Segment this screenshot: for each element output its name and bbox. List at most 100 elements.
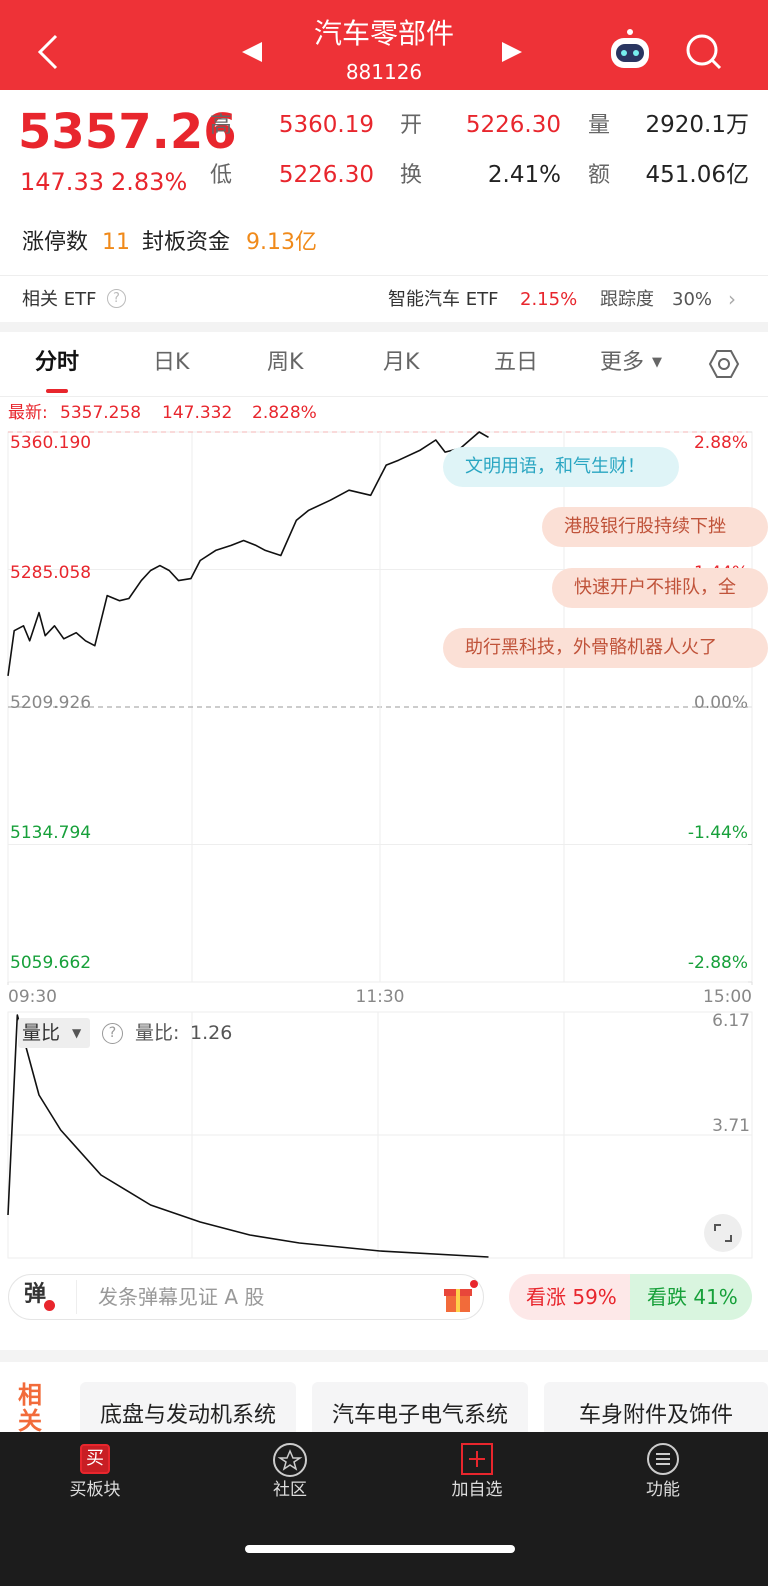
danmaku-button[interactable]: 弹 xyxy=(24,1282,47,1307)
tab-indicator xyxy=(46,389,68,393)
next-icon[interactable] xyxy=(502,42,522,62)
x-tick-label: 11:30 xyxy=(356,987,405,1007)
y2-tick-label: -1.44% xyxy=(688,823,748,843)
y-tick-label: 5360.190 xyxy=(10,433,91,453)
fund-label: 封板资金 xyxy=(142,230,231,255)
y-tick-label: 3.71 xyxy=(712,1116,750,1136)
danmaku: 港股银行股持续下挫 xyxy=(542,507,768,547)
help-icon[interactable]: ? xyxy=(107,289,126,308)
tab[interactable]: 日K xyxy=(153,350,190,375)
y-tick-label: 6.17 xyxy=(712,1011,750,1031)
vote-down[interactable]: 看跌 41% xyxy=(647,1285,738,1309)
header: 汽车零部件 881126 xyxy=(0,0,768,90)
stat-value: 5226.30 xyxy=(278,162,374,188)
related-item[interactable]: 汽车电子电气系统 xyxy=(312,1382,528,1432)
tab[interactable]: 分时 xyxy=(35,350,80,375)
expand-icon[interactable] xyxy=(703,1213,743,1253)
y2-tick-label: 0.00% xyxy=(694,693,748,713)
track-label: 跟踪度 xyxy=(600,289,654,310)
chevron[interactable]: › xyxy=(728,287,736,311)
stat-label: 量 xyxy=(588,113,611,138)
stat-value: 2920.1万 xyxy=(645,112,749,138)
divider xyxy=(0,396,768,397)
danmaku: 助行黑科技，外骨骼机器人火了 xyxy=(443,628,768,668)
y2-tick-label: 2.88% xyxy=(694,433,748,453)
dropdown-arrow: ▼ xyxy=(72,1026,82,1040)
header-icons xyxy=(37,29,722,70)
etf-label: 相关 ETF xyxy=(22,289,97,310)
gift-icon[interactable] xyxy=(442,1280,478,1316)
etf-pct: 2.15% xyxy=(520,289,578,310)
limit-label: 涨停数 xyxy=(22,230,89,255)
change: 147.33 xyxy=(20,168,104,196)
price: 5357.26 xyxy=(18,104,237,160)
add-icon[interactable] xyxy=(460,1442,494,1476)
robot-icon[interactable] xyxy=(611,29,649,68)
nav-label[interactable]: 买板块 xyxy=(69,1480,121,1500)
home-indicator xyxy=(245,1545,515,1553)
y-tick-label: 5285.058 xyxy=(10,563,91,583)
band xyxy=(0,322,768,332)
change-pct: 2.83% xyxy=(111,168,188,196)
danmaku-input[interactable] xyxy=(8,1274,484,1320)
latest-label: 最新: xyxy=(8,403,48,423)
related-item[interactable]: 底盘与发动机系统 xyxy=(80,1382,296,1432)
latest-change: 147.332 xyxy=(162,403,233,423)
code: 881126 xyxy=(345,60,423,84)
ratio-selector-box[interactable] xyxy=(18,1018,90,1048)
menu-icon[interactable] xyxy=(646,1442,680,1476)
x-tick-label: 09:30 xyxy=(8,987,57,1007)
tab[interactable]: 周K xyxy=(267,350,304,375)
title: 汽车零部件 xyxy=(313,17,454,50)
input-placeholder[interactable]: 发条弹幕见证 A 股 xyxy=(98,1285,265,1309)
etf-name[interactable]: 智能汽车 ETF xyxy=(388,289,499,310)
latest-price: 5357.258 xyxy=(60,403,142,423)
price-line xyxy=(7,431,489,677)
vote-up[interactable]: 看涨 59% xyxy=(526,1285,617,1309)
stat-value: 451.06亿 xyxy=(645,162,749,188)
badge xyxy=(44,1300,55,1311)
community-icon[interactable] xyxy=(272,1442,308,1478)
stat-value: 5360.19 xyxy=(278,112,374,138)
stat-label: 高 xyxy=(210,113,233,138)
tab[interactable]: 月K xyxy=(383,350,420,375)
y-tick-label: 5134.794 xyxy=(10,823,91,843)
nav-label[interactable]: 功能 xyxy=(646,1480,680,1500)
ratio-value: 1.26 xyxy=(190,1022,233,1044)
y2-tick-label: -2.88% xyxy=(688,953,748,973)
prev-icon[interactable] xyxy=(242,42,262,62)
stat-label: 低 xyxy=(210,163,233,188)
band xyxy=(0,1350,768,1362)
stat-label: 额 xyxy=(588,163,611,188)
vote-down-box[interactable] xyxy=(630,1274,752,1320)
stat-label: 换 xyxy=(400,163,423,188)
nav-label[interactable]: 加自选 xyxy=(451,1480,503,1500)
y-tick-label: 5059.662 xyxy=(10,953,91,973)
search-icon[interactable] xyxy=(686,34,722,70)
divider xyxy=(76,1280,77,1314)
tab[interactable]: 更多 xyxy=(600,350,645,375)
nav-label[interactable]: 社区 xyxy=(273,1480,307,1500)
related-label: 相关 xyxy=(18,1381,42,1435)
stat-value: 5226.30 xyxy=(465,112,561,138)
fund-value: 9.13亿 xyxy=(246,230,317,255)
back-icon[interactable] xyxy=(37,34,58,70)
tab[interactable]: 五日 xyxy=(494,350,539,375)
buy-icon[interactable]: 买 xyxy=(80,1444,110,1474)
danmaku: 快速开户不排队，全 xyxy=(552,568,768,608)
dropdown-arrow: ▼ xyxy=(652,355,662,370)
stat-value: 2.41% xyxy=(487,162,561,188)
latest-pct: 2.828% xyxy=(252,403,317,423)
y-tick-label: 5209.926 xyxy=(10,693,91,713)
divider xyxy=(0,275,768,276)
ratio-label: 量比: xyxy=(135,1022,180,1044)
stat-label: 开 xyxy=(400,113,423,138)
bottom-nav xyxy=(0,1432,768,1586)
vote-up-box[interactable] xyxy=(509,1274,630,1320)
settings-icon[interactable] xyxy=(708,348,740,380)
ratio-selector[interactable]: 量比 xyxy=(22,1022,61,1044)
track-value: 30% xyxy=(672,289,713,310)
price-line xyxy=(7,1014,489,1258)
related-item[interactable]: 车身附件及饰件 xyxy=(544,1382,768,1432)
help-icon[interactable]: ? xyxy=(102,1023,123,1044)
